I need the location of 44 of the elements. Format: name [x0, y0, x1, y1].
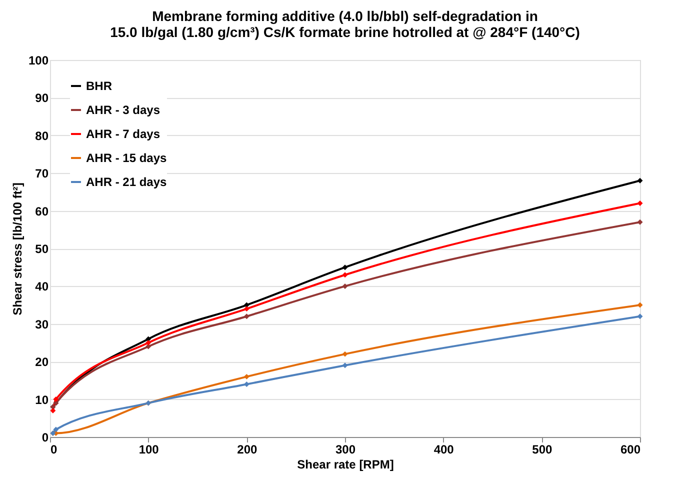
x-axis-title: Shear rate [RPM]	[297, 458, 394, 472]
text: 15.0 lb/gal (1.80 g/cm³) Cs/K formate brine hotrolled at @ 284°F (140°C)	[110, 24, 580, 40]
point	[50, 408, 56, 414]
y-tick-label: 30	[35, 317, 49, 332]
point	[342, 264, 348, 270]
y-tick-label: 0	[42, 430, 49, 444]
y-tick-label: 50	[35, 242, 49, 256]
point	[342, 272, 348, 278]
point	[53, 426, 59, 432]
point	[244, 381, 250, 387]
y-tick-label: 20	[35, 355, 49, 370]
legend-label: BHR	[86, 79, 112, 93]
x-tick-label: 600	[620, 442, 641, 456]
point	[637, 178, 643, 184]
point	[637, 302, 643, 308]
y-tick-label: 40	[35, 280, 49, 294]
text: Membrane forming additive (4.0 lb/bbl) self-degradation in	[152, 8, 538, 24]
x-tick-label: 300	[335, 442, 356, 456]
point	[244, 374, 250, 380]
point	[637, 314, 643, 320]
x-tick-label: 100	[138, 442, 160, 456]
point	[244, 314, 250, 320]
point	[342, 283, 348, 289]
point	[637, 219, 643, 225]
y-axis-title: Shear stress [lb/100 ft²]	[10, 182, 24, 316]
point	[342, 351, 348, 357]
x-tick-label: 500	[532, 442, 552, 456]
point	[244, 306, 250, 312]
legend-label: AHR - 21 days	[86, 175, 168, 189]
legend-label: AHR - 7 days	[86, 127, 160, 141]
y-tick-label: 70	[35, 166, 49, 181]
point	[53, 396, 59, 402]
x-tick-label: 200	[237, 442, 258, 456]
y-tick-label: 100	[28, 54, 49, 68]
y-tick-label: 60	[35, 204, 49, 218]
point	[342, 362, 348, 368]
y-tick-label: 90	[35, 91, 49, 106]
point	[146, 340, 152, 346]
legend-label: AHR - 3 days	[86, 103, 160, 117]
y-tick-label: 80	[35, 128, 49, 143]
x-tick-label: 400	[434, 442, 454, 456]
y-tick-label: 10	[35, 392, 49, 407]
x-tick-label: 0	[50, 442, 58, 456]
legend-label: AHR - 15 days	[86, 151, 168, 165]
